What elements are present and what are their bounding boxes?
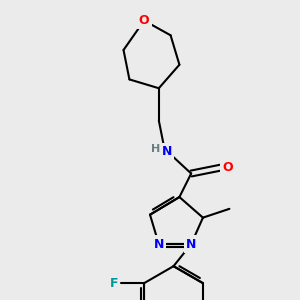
Text: N: N (162, 145, 172, 158)
Text: O: O (222, 161, 233, 174)
Text: O: O (139, 14, 149, 27)
Text: N: N (154, 238, 164, 250)
Text: H: H (151, 144, 160, 154)
Text: N: N (186, 238, 196, 250)
Text: F: F (110, 277, 118, 290)
